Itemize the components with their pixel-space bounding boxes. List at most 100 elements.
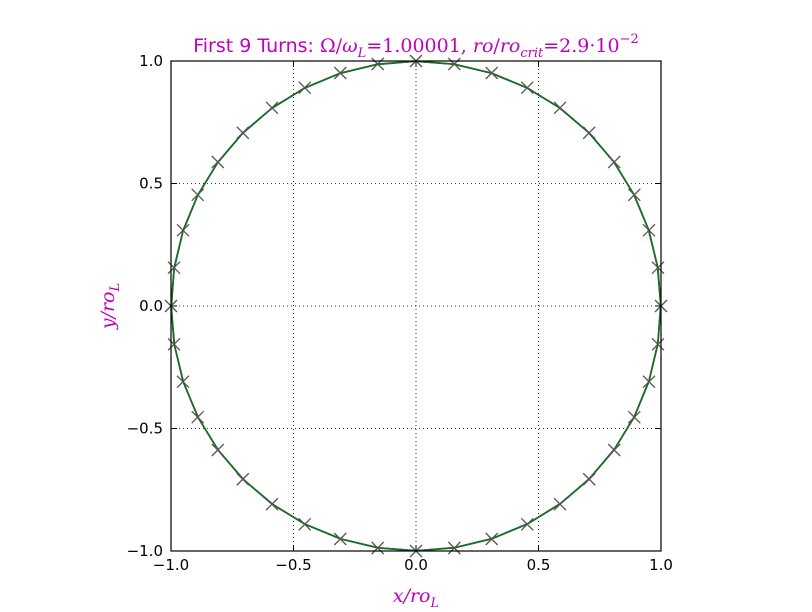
sample-marker [447,541,461,555]
sample-marker-stroke-b [236,472,250,486]
y-axis-label-sub: L [108,283,123,293]
sample-marker-stroke-b [265,101,279,115]
title-sup-exp: −2 [620,32,639,47]
sample-marker [642,223,656,237]
title-eq-1: =1.00001, [366,35,473,57]
sample-marker-stroke-b [520,517,534,531]
sample-marker [176,223,190,237]
sample-marker-stroke-b [582,126,596,140]
title-ro-2: ro [500,35,521,57]
sample-marker [167,261,181,275]
sample-marker-stroke-b [236,126,250,140]
sample-marker-stroke-b [642,223,656,237]
y-tick-label: 1.0 [139,52,163,70]
sample-marker [520,517,534,531]
x-tick-label: 1.0 [649,556,673,574]
title-slash-1: / [336,35,343,57]
sample-marker-stroke-b [211,443,225,457]
sample-marker [642,375,656,389]
sample-marker [520,81,534,95]
sample-marker [651,261,665,275]
sample-marker [191,188,205,202]
axis-ticks [170,60,662,552]
sample-marker-stroke-b [333,532,347,546]
sample-marker-stroke-b [167,261,181,275]
sample-marker [553,497,567,511]
sample-marker-stroke-b [167,337,181,351]
sample-marker [167,337,181,351]
title-prefix: First 9 Turns: [193,35,320,57]
title-eq-2: =2.9·10 [543,35,619,57]
sample-marker-stroke-b [371,541,385,555]
sample-marker [627,410,641,424]
sample-marker-stroke-b [447,541,461,555]
sample-marker [236,126,250,140]
sample-marker [333,532,347,546]
sample-marker-stroke-b [485,66,499,80]
sample-marker-stroke-b [191,410,205,424]
sample-marker-stroke-b [176,375,190,389]
sample-marker [265,101,279,115]
sample-marker-stroke-b [371,57,385,71]
title-slash-2: / [493,35,500,57]
sample-marker-stroke-b [607,443,621,457]
x-axis-label-sub: L [430,596,440,611]
sample-marker-stroke-b [333,66,347,80]
y-tick-labels: −1.0 −0.5 0.0 0.5 1.0 [127,52,163,560]
sample-marker-stroke-b [627,410,641,424]
sample-marker-stroke-b [642,375,656,389]
sample-marker [582,472,596,486]
sample-marker [191,410,205,424]
sample-markers-layer [164,54,668,558]
sample-marker [298,517,312,531]
y-axis-label-base: y/ro [97,291,119,330]
sample-marker [176,375,190,389]
sample-marker [582,126,596,140]
sample-marker-stroke-b [553,497,567,511]
title-sub-crit: crit [520,46,544,61]
sample-marker-stroke-b [651,261,665,275]
sample-marker [651,337,665,351]
title-omega: Ω [320,35,336,57]
x-axis-label: x/roL [393,585,439,611]
title-sub-l: L [357,46,367,61]
chart-title: First 9 Turns: Ω/ωL=1.00001, ro/rocrit=2… [193,32,639,61]
sample-marker-stroke-b [176,223,190,237]
sample-marker-stroke-b [582,472,596,486]
sample-marker [211,443,225,457]
sample-marker-stroke-b [627,188,641,202]
sample-marker-stroke-b [211,155,225,169]
y-tick-label: −1.0 [127,542,163,560]
x-tick-label: −0.5 [275,556,311,574]
y-tick-label: 0.5 [139,175,163,193]
sample-marker [265,497,279,511]
sample-marker [236,472,250,486]
sample-marker [371,541,385,555]
sample-marker-stroke-b [298,517,312,531]
sample-marker [485,66,499,80]
title-omega-l: ω [342,35,358,57]
sample-marker [607,155,621,169]
title-ro: ro [473,35,494,57]
sample-marker [485,532,499,546]
sample-marker [627,188,641,202]
sample-marker-stroke-b [447,57,461,71]
x-tick-label: 0.5 [527,556,551,574]
sample-marker-stroke-b [607,155,621,169]
sample-marker [333,66,347,80]
x-tick-label: −1.0 [153,556,189,574]
sample-marker-stroke-b [265,497,279,511]
y-axis-label: y/roL [97,283,123,330]
x-tick-label: 0.0 [404,556,428,574]
y-tick-label: 0.0 [139,297,163,315]
sample-marker [211,155,225,169]
sample-marker-stroke-b [651,337,665,351]
sample-marker [607,443,621,457]
sample-marker-stroke-b [191,188,205,202]
sample-marker-stroke-b [520,81,534,95]
x-tick-labels: −1.0 −0.5 0.0 0.5 1.0 [153,556,673,574]
sample-marker-stroke-b [553,101,567,115]
sample-marker [553,101,567,115]
sample-marker [371,57,385,71]
